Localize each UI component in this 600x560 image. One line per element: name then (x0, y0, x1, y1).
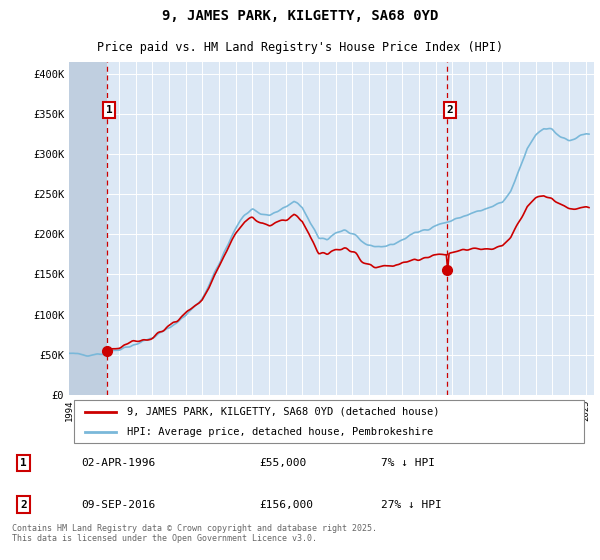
Text: 1: 1 (106, 105, 112, 115)
Text: 1: 1 (20, 458, 27, 468)
Text: Contains HM Land Registry data © Crown copyright and database right 2025.
This d: Contains HM Land Registry data © Crown c… (12, 524, 377, 543)
Text: HPI: Average price, detached house, Pembrokeshire: HPI: Average price, detached house, Pemb… (127, 427, 433, 437)
Text: 7% ↓ HPI: 7% ↓ HPI (380, 458, 434, 468)
Text: £156,000: £156,000 (260, 500, 314, 510)
FancyBboxPatch shape (74, 400, 583, 443)
Text: Price paid vs. HM Land Registry's House Price Index (HPI): Price paid vs. HM Land Registry's House … (97, 41, 503, 54)
Text: 09-SEP-2016: 09-SEP-2016 (81, 500, 155, 510)
Text: 27% ↓ HPI: 27% ↓ HPI (380, 500, 442, 510)
Bar (69, 62, 107, 395)
Text: £55,000: £55,000 (260, 458, 307, 468)
Text: 9, JAMES PARK, KILGETTY, SA68 0YD: 9, JAMES PARK, KILGETTY, SA68 0YD (162, 9, 438, 23)
Text: 2: 2 (20, 500, 27, 510)
Text: 2: 2 (446, 105, 453, 115)
Text: 9, JAMES PARK, KILGETTY, SA68 0YD (detached house): 9, JAMES PARK, KILGETTY, SA68 0YD (detac… (127, 407, 439, 417)
Text: 02-APR-1996: 02-APR-1996 (81, 458, 155, 468)
